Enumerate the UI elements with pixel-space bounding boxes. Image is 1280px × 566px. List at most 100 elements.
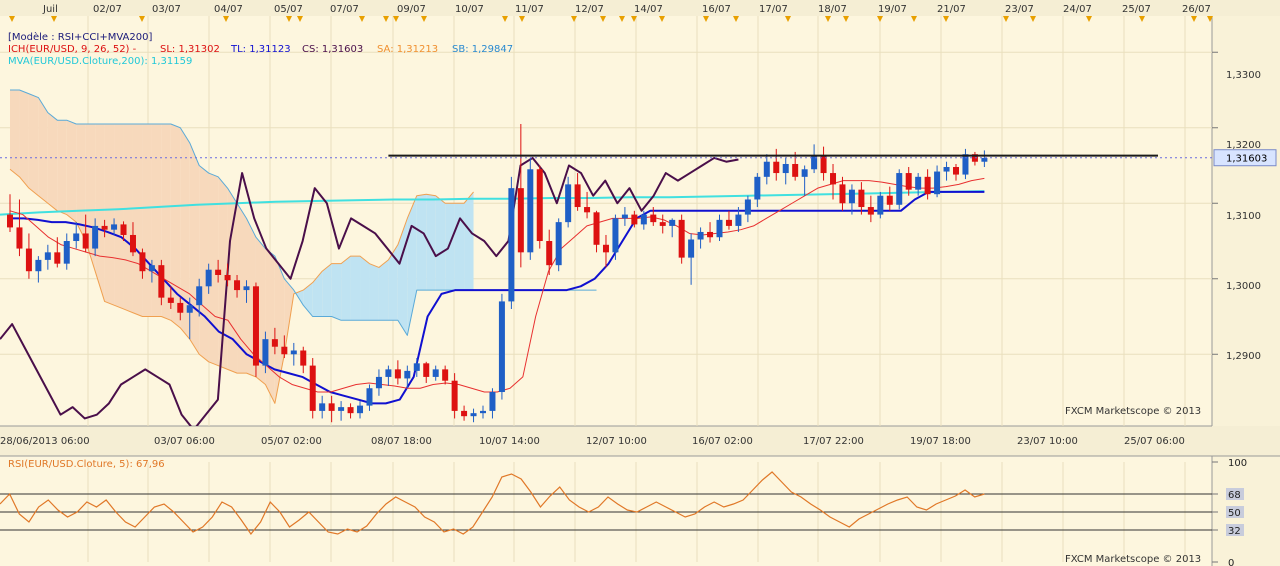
- candle-body: [442, 369, 449, 381]
- cloud-segment: [123, 123, 133, 313]
- cloud-segment: [416, 194, 427, 291]
- price-axis: 1,3300 1,3200 1,3100 1,3000 1,2900: [1226, 70, 1261, 362]
- candle-body: [546, 241, 553, 266]
- event-marker-icon: [51, 16, 57, 22]
- candle-body: [489, 392, 496, 411]
- legend-tl-value: TL: 1,31123: [230, 44, 291, 55]
- candle-body: [498, 301, 505, 393]
- top-axis-label: 03/07: [152, 4, 181, 15]
- cloud-segment: [360, 256, 370, 321]
- top-axis-background: [0, 0, 1280, 16]
- event-marker-icon: [877, 16, 883, 22]
- cloud-segment: [303, 282, 313, 317]
- candle-body: [35, 259, 42, 272]
- top-axis-label: 04/07: [214, 4, 243, 15]
- time-axis-label: 10/07 14:00: [479, 436, 540, 447]
- cloud-segment: [28, 93, 39, 196]
- candle-body: [839, 184, 846, 204]
- price-axis-background: [1212, 16, 1280, 426]
- candle-body: [82, 233, 89, 249]
- candle-body: [650, 214, 657, 223]
- candle-body: [971, 154, 978, 162]
- cloud-segment: [227, 188, 238, 374]
- candle-body: [508, 188, 515, 302]
- candle-body: [565, 184, 572, 223]
- candle-body: [896, 173, 903, 205]
- candle-body: [63, 241, 70, 264]
- cloud-segment: [388, 244, 398, 321]
- event-marker-icon: [421, 16, 427, 22]
- candle-body: [678, 219, 685, 258]
- candle-body: [470, 413, 477, 417]
- candle-body: [262, 339, 269, 366]
- cloud-segment: [180, 127, 190, 340]
- cloud-segment: [95, 123, 105, 302]
- time-axis-label: 25/07 06:00: [1124, 436, 1185, 447]
- top-axis-label: 10/07: [455, 4, 484, 15]
- tenkan-sen-path: [9, 177, 985, 393]
- candle-body: [167, 297, 174, 303]
- cloud-segment: [199, 165, 209, 362]
- legend-ichimoku-label: ICH(EUR/USD, 9, 26, 52) -: [8, 44, 137, 55]
- candle-body: [73, 233, 80, 242]
- candle-body: [290, 350, 297, 355]
- top-date-axis: Juil 02/07 03/07 04/07 05/07 07/07 09/07…: [42, 4, 1211, 15]
- candle-body: [659, 222, 666, 226]
- candle-body: [375, 376, 382, 389]
- candle-body: [716, 219, 723, 238]
- candle-body: [234, 280, 241, 291]
- time-axis-background: [0, 426, 1280, 456]
- candle-body: [905, 173, 912, 190]
- top-axis-label: 17/07: [759, 4, 788, 15]
- cloud-segment: [208, 173, 219, 366]
- candle-body: [593, 212, 600, 245]
- rsi-axis-label: 0: [1228, 558, 1234, 566]
- cloud-segment: [237, 203, 247, 374]
- event-marker-icon: [843, 16, 849, 22]
- top-axis-label: 12/07: [575, 4, 604, 15]
- top-axis-label: 25/07: [1122, 4, 1151, 15]
- legend-sl-value: SL: 1,31302: [160, 44, 220, 55]
- candle-body: [54, 252, 61, 264]
- cloud-segment: [38, 97, 48, 204]
- cloud-segment: [312, 271, 323, 317]
- candle-body: [962, 154, 969, 175]
- candle-body: [527, 169, 534, 253]
- candle-body: [886, 195, 893, 205]
- candle-body: [328, 403, 335, 411]
- top-axis-label: 16/07: [702, 4, 731, 15]
- top-axis-label: 19/07: [878, 4, 907, 15]
- legend-mva-label: MVA(EUR/USD.Cloture,200): 1,31159: [8, 56, 192, 67]
- time-axis-label: 19/07 18:00: [910, 436, 971, 447]
- cloud-segment: [454, 203, 465, 291]
- candle-body: [782, 163, 789, 174]
- candlesticks: [7, 123, 988, 423]
- cloud-segment: [369, 263, 379, 321]
- candle-body: [915, 176, 922, 190]
- event-marker-icon: [9, 16, 15, 22]
- candle-body: [319, 403, 326, 411]
- candle-body: [338, 407, 345, 411]
- candle-body: [25, 248, 32, 272]
- candle-body: [215, 269, 222, 275]
- cloud-segment: [350, 256, 361, 321]
- current-price-marker: 1,31603: [0, 149, 1277, 167]
- candle-body: [44, 252, 51, 260]
- candle-body: [924, 176, 931, 195]
- candle-body: [432, 369, 439, 377]
- candle-body: [640, 214, 647, 225]
- candle-body: [867, 207, 874, 215]
- candle-body: [744, 199, 751, 215]
- candle-body: [385, 369, 392, 377]
- cloud-segment: [378, 259, 389, 321]
- candle-body: [517, 188, 524, 253]
- time-axis-label: 05/07 02:00: [261, 436, 322, 447]
- candle-body: [205, 269, 212, 287]
- watermark-main: FXCM Marketscope © 2013: [1065, 406, 1201, 417]
- event-marker-icon: [733, 16, 739, 22]
- cloud-segment: [331, 263, 342, 321]
- cloud-segment: [426, 194, 436, 291]
- cloud-segment: [57, 120, 67, 215]
- cloud-segment: [66, 120, 77, 223]
